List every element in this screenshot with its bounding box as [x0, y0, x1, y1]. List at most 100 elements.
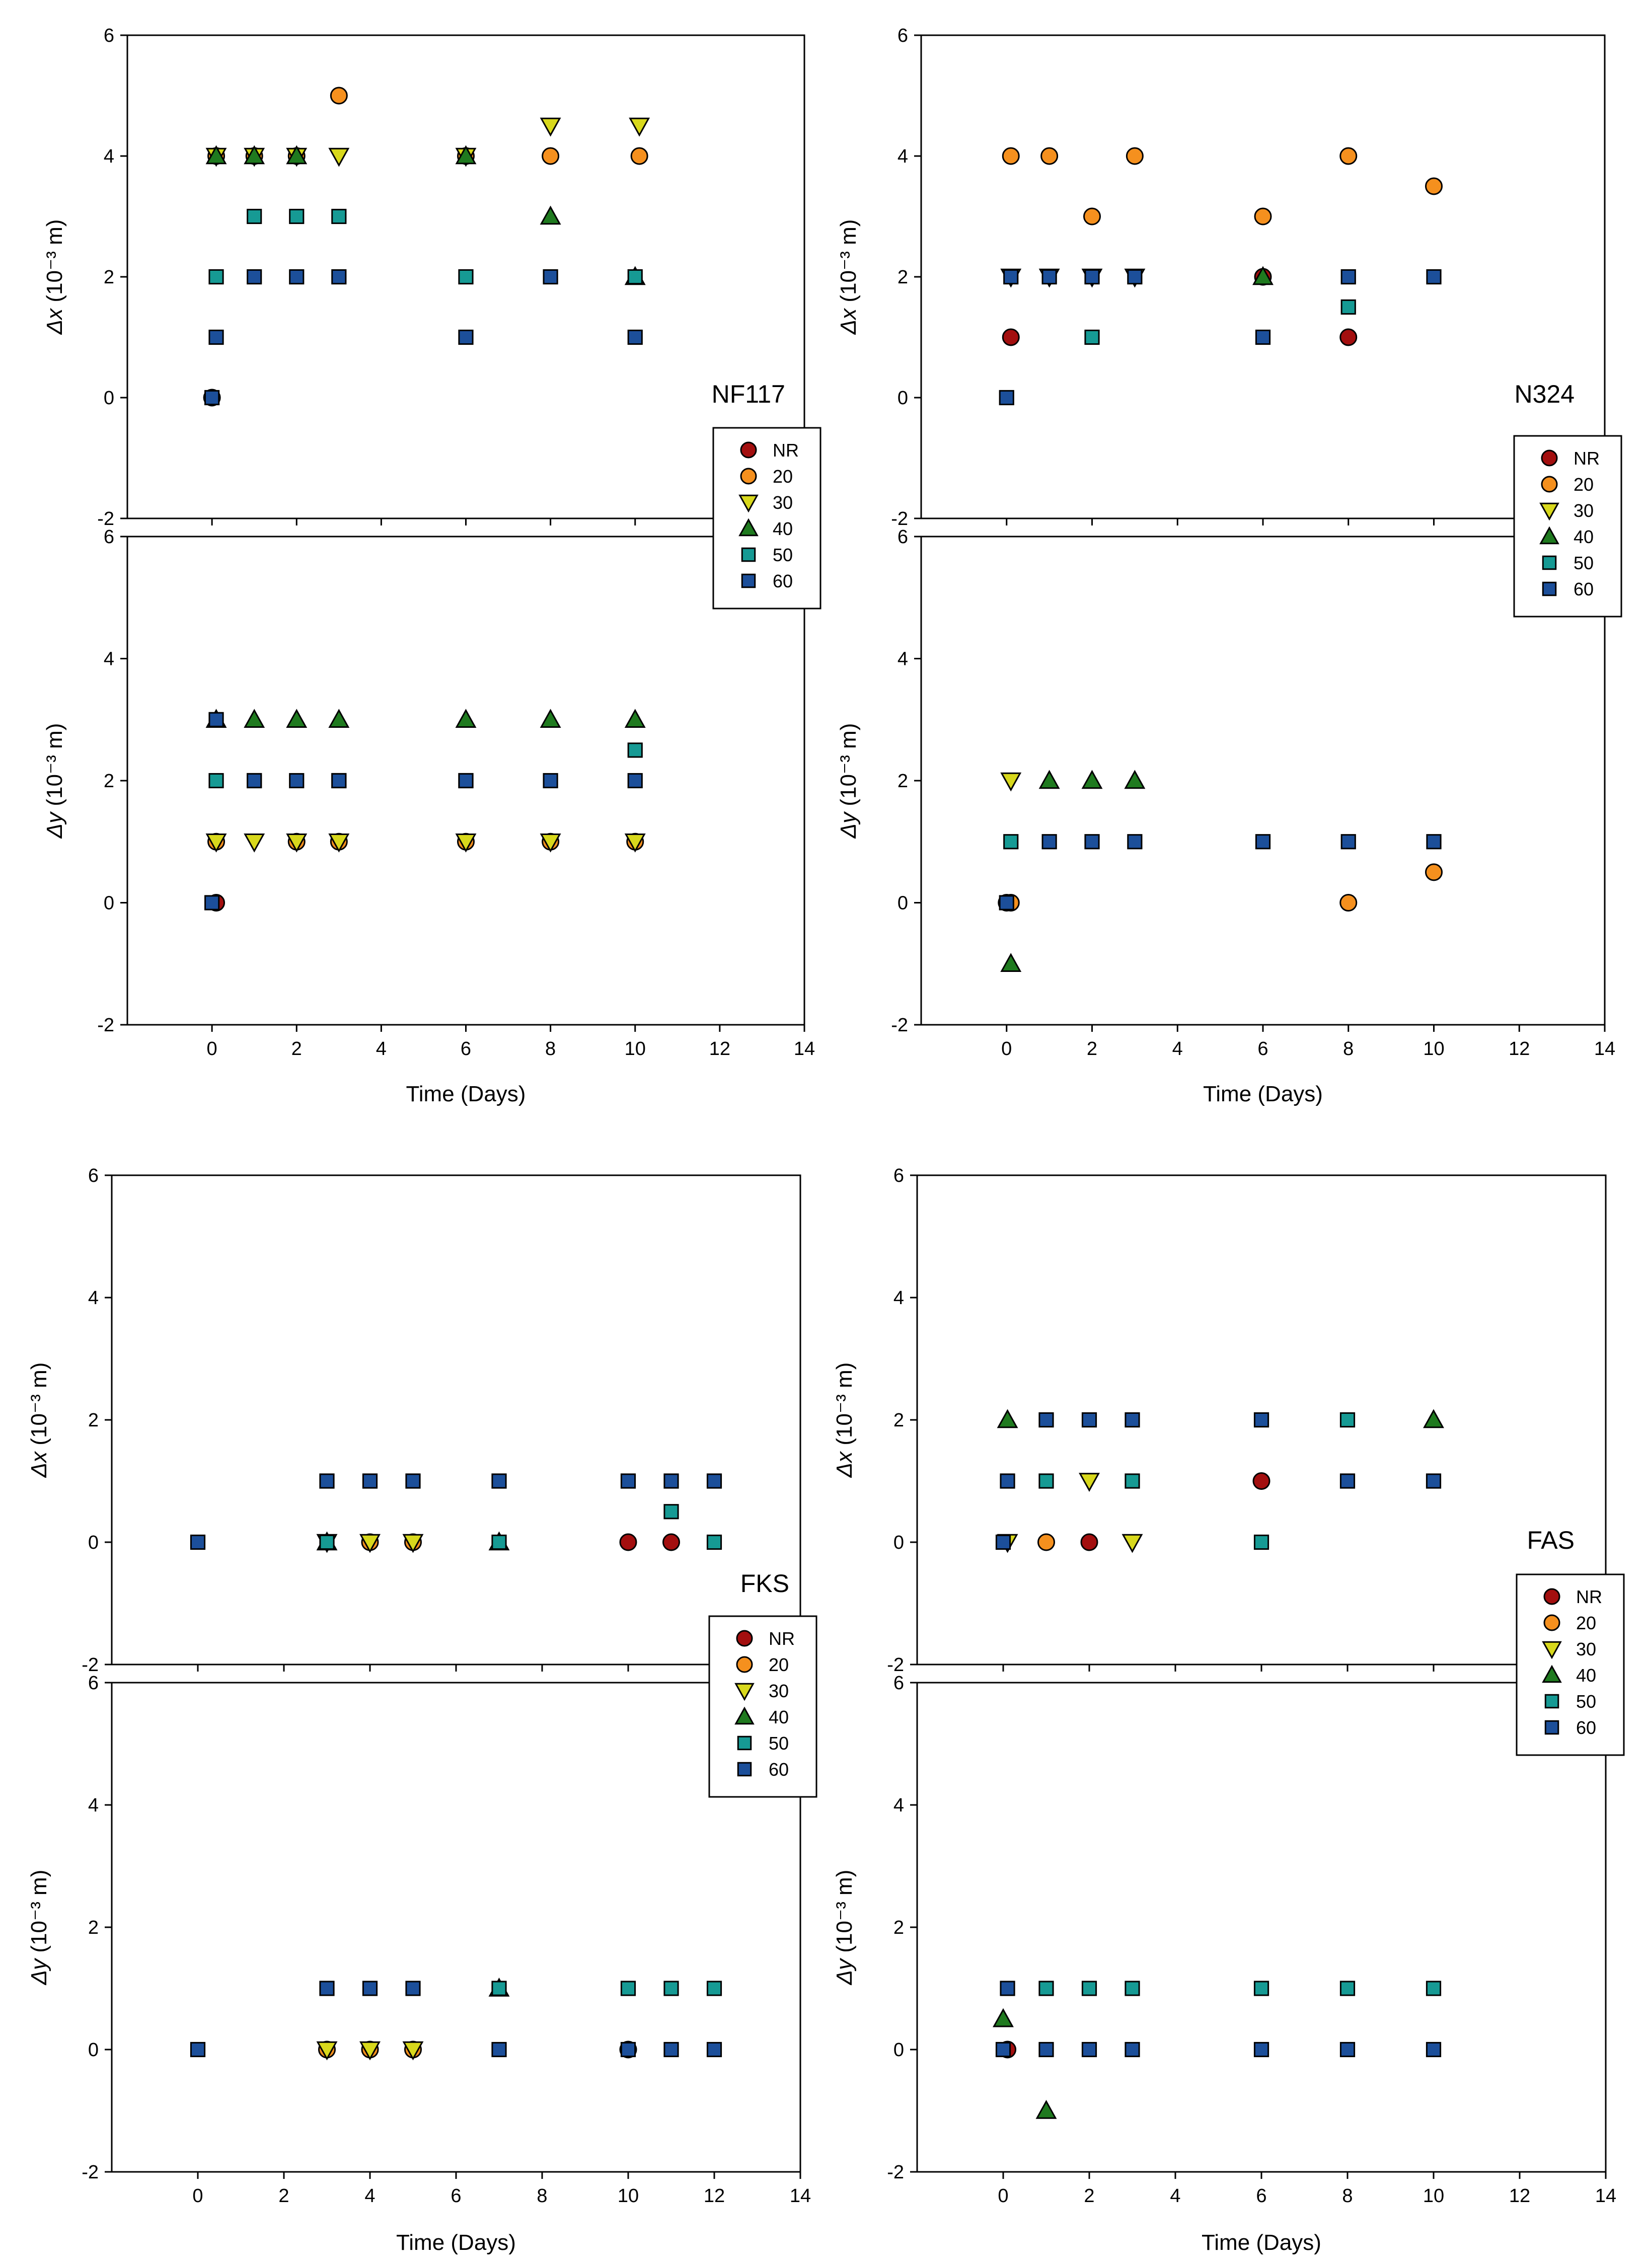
data-point-50 — [1003, 834, 1019, 850]
data-point-40 — [455, 709, 477, 728]
y-tick-label: 6 — [104, 526, 114, 548]
data-point-50 — [208, 773, 224, 789]
y-tick-label: -2 — [82, 2162, 99, 2183]
y-tick-label: 2 — [893, 1917, 904, 1938]
legend-label: NR — [1576, 1586, 1602, 1607]
data-point-60 — [331, 269, 347, 285]
x-tick-label: 2 — [1084, 2185, 1094, 2207]
data-point-60 — [1038, 1412, 1054, 1428]
legend-label: 50 — [769, 1733, 789, 1754]
data-point-40 — [993, 2008, 1014, 2027]
legend-box — [1513, 435, 1622, 618]
legend-label: 50 — [773, 545, 793, 565]
legend-marker-30 — [1542, 1641, 1562, 1659]
x-tick-label: 2 — [1087, 1038, 1097, 1060]
data-point-60 — [247, 269, 262, 285]
data-point-50 — [1038, 1473, 1054, 1489]
y-tick-label: 4 — [104, 649, 114, 670]
data-point-60 — [1426, 2042, 1442, 2058]
data-point-60 — [1426, 269, 1442, 285]
legend-label: 40 — [1574, 526, 1594, 547]
data-point-60 — [458, 329, 474, 345]
x-tick-label: 0 — [998, 2185, 1008, 2207]
y-tick-label: 6 — [88, 1673, 99, 1694]
legend-label: 30 — [1576, 1639, 1596, 1659]
y-tick-label: 6 — [893, 1673, 904, 1694]
x-tick-label: 2 — [291, 1038, 302, 1060]
data-point-60 — [1081, 2042, 1097, 2058]
y-axis-label: Δy (10⁻³ m) — [836, 723, 861, 839]
data-points — [204, 709, 646, 912]
y-tick-label: -2 — [887, 2162, 904, 2183]
data-point-40 — [244, 145, 265, 165]
data-point-60 — [1000, 1473, 1015, 1489]
y-tick-label: 0 — [88, 2039, 99, 2061]
data-point-50 — [1426, 1981, 1442, 1996]
x-tick-label: 4 — [364, 2185, 375, 2207]
y-tick-label: 6 — [898, 526, 908, 548]
legend-marker-NR — [1541, 449, 1558, 467]
x-tick-label: 12 — [1509, 2185, 1530, 2207]
data-point-60 — [1000, 1981, 1015, 1996]
data-point-30 — [402, 2041, 424, 2061]
y-tick-label: 4 — [898, 146, 908, 167]
data-point-60 — [1255, 329, 1271, 345]
subplot-dx: -2 0 2 4 6 Δx (10⁻³ m) — [27, 1165, 801, 1676]
data-point-50 — [1125, 1473, 1140, 1489]
legend-label: 20 — [1574, 474, 1594, 495]
legend-marker-50 — [741, 547, 756, 562]
legend-label: NR — [769, 1628, 795, 1649]
legend-marker-50 — [737, 1735, 752, 1751]
data-point-50 — [706, 1534, 722, 1550]
panel-title: NF117 — [712, 380, 785, 408]
y-tick-label: 2 — [893, 1410, 904, 1431]
data-point-60 — [620, 1473, 636, 1489]
y-axis-label: Δy (10⁻³ m) — [42, 723, 67, 839]
data-point-50 — [663, 1981, 679, 1996]
subplot-dx: -2 0 2 4 6 Δx (10⁻³ m) — [836, 25, 1606, 530]
data-point-60 — [543, 269, 558, 285]
data-point-40 — [1423, 1409, 1444, 1428]
data-point-30 — [244, 834, 265, 853]
legend-marker-60 — [741, 573, 756, 588]
data-point-40 — [624, 709, 646, 728]
legend-marker-30 — [1539, 502, 1559, 521]
data-point-60 — [1253, 2042, 1269, 2058]
data-point-50 — [331, 208, 347, 224]
data-point-60 — [1340, 269, 1356, 285]
x-tick-label: 0 — [207, 1038, 217, 1060]
data-point-40 — [540, 709, 561, 728]
data-point-60 — [663, 2042, 679, 2058]
y-tick-label: 2 — [898, 771, 908, 792]
data-point-50 — [663, 1504, 679, 1520]
data-point-60 — [1339, 1473, 1356, 1489]
data-point-50 — [627, 269, 643, 285]
data-point-30 — [1121, 1534, 1143, 1553]
data-point-30 — [359, 1534, 381, 1553]
data-point-30 — [402, 1534, 424, 1553]
legend-marker-20 — [740, 468, 757, 485]
legend-marker-30 — [734, 1683, 755, 1701]
data-point-30 — [1000, 772, 1022, 792]
data-point-60 — [190, 2042, 206, 2058]
data-point-60 — [405, 1473, 421, 1489]
data-point-60 — [1255, 834, 1271, 850]
y-tick-label: -2 — [97, 1015, 114, 1036]
legend-label: 60 — [1574, 579, 1594, 599]
plot-frame — [920, 536, 1606, 1026]
data-points — [190, 1473, 722, 1553]
data-point-60 — [319, 1473, 335, 1489]
x-tick-label: 12 — [709, 1038, 730, 1060]
legend-label: NR — [1574, 448, 1600, 469]
data-point-60 — [362, 1981, 378, 1996]
data-point-50 — [491, 1981, 507, 1996]
x-tick-label: 10 — [618, 2185, 639, 2207]
x-tick-label: 8 — [1342, 2185, 1353, 2207]
x-tick-label: 6 — [1256, 2185, 1266, 2207]
data-point-60 — [319, 1981, 335, 1996]
y-axis-label: Δx (10⁻³ m) — [836, 219, 861, 335]
